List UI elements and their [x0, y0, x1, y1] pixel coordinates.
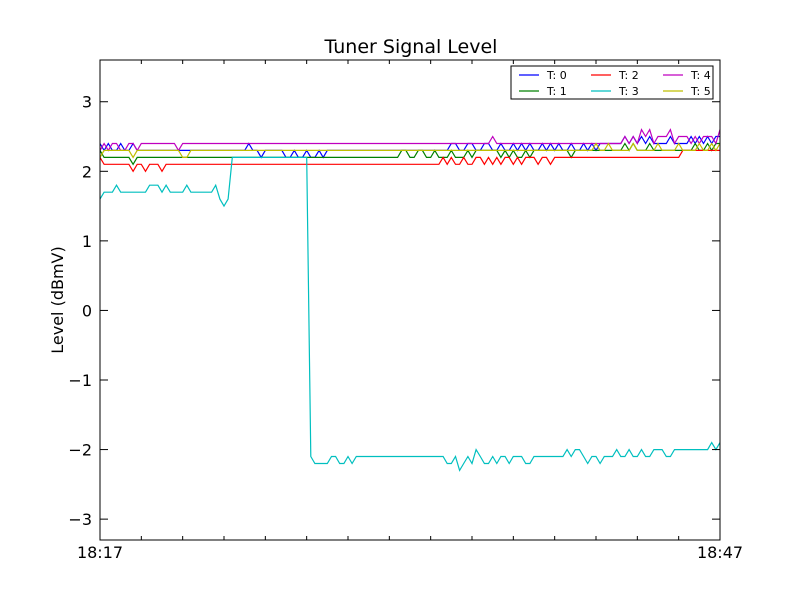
- legend: T: 0 T: 1 T: 2 T: 3 T: 4 T: 5: [510, 65, 714, 100]
- plot-lines: [99, 128, 721, 472]
- y-tick-label: −3: [68, 510, 92, 529]
- y-tick-label: −2: [68, 441, 92, 460]
- legend-label-2: T: 2: [618, 69, 639, 82]
- legend-label-5: T: 5: [690, 85, 711, 98]
- legend-label-3: T: 3: [618, 85, 639, 98]
- series-line-5: [99, 142, 721, 159]
- series-line-4: [99, 128, 721, 152]
- plot-frame: [99, 59, 721, 541]
- legend-box: [510, 65, 714, 100]
- y-tick-label: −1: [68, 371, 92, 390]
- x-tick-label: 18:47: [697, 543, 743, 562]
- y-tick-label: 1: [82, 232, 92, 251]
- x-tick-label: 18:17: [77, 543, 123, 562]
- legend-label-1: T: 1: [546, 85, 567, 98]
- legend-label-0: T: 0: [546, 69, 567, 82]
- series-line-2: [99, 149, 720, 173]
- y-tick-label: 2: [82, 162, 92, 181]
- tick-labels: −3 −2 −1 0 1 2 3 18:17 18:47: [68, 93, 743, 562]
- y-tick-label: 3: [82, 93, 92, 112]
- y-axis-label: Level (dBmV): [48, 246, 67, 353]
- y-tick-label: 0: [82, 301, 92, 320]
- legend-label-4: T: 4: [690, 69, 711, 82]
- series-line-3: [99, 156, 721, 472]
- chart-title: Tuner Signal Level: [324, 36, 498, 58]
